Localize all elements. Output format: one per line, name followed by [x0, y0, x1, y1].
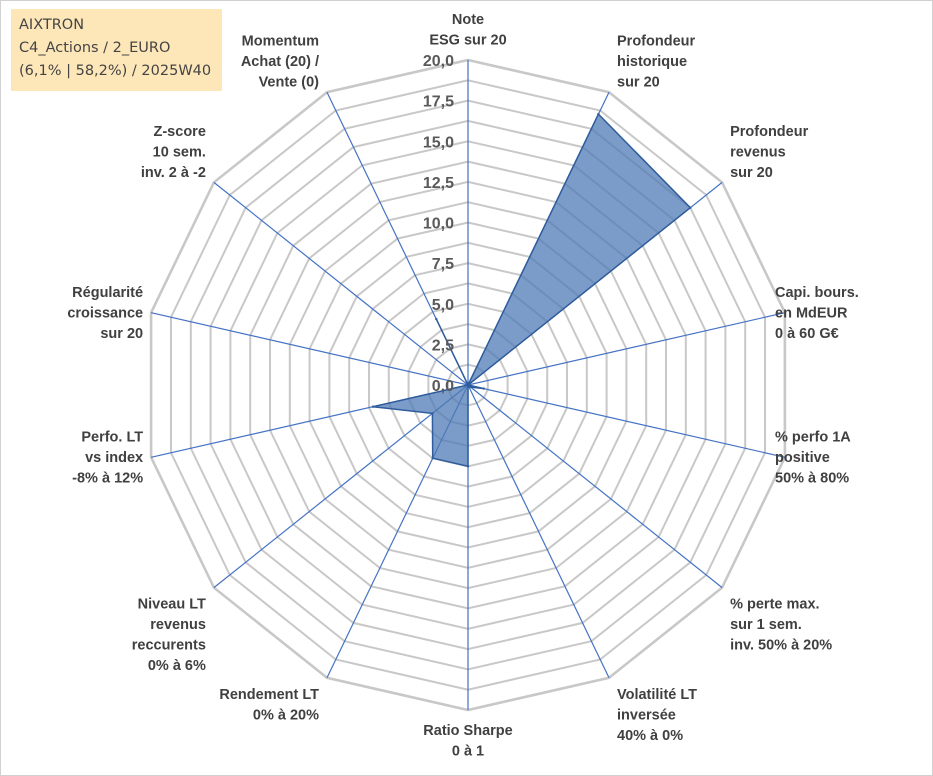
series-point	[597, 112, 600, 116]
series-point	[469, 385, 472, 389]
axis-label-line: 50% à 80%	[775, 471, 849, 487]
axis-label-line: Niveau LT	[138, 597, 206, 613]
axis-label-line: Achat (20) /	[241, 54, 319, 70]
axis-label-line: ESG sur 20	[429, 33, 506, 49]
axis-label-line: Régularité	[72, 285, 143, 301]
tick-label: 17,5	[423, 94, 454, 111]
axis-label-line: sur 20	[617, 75, 660, 91]
radial-tick-labels: 0,0 2,5 5,0 7,5 10,0 12,5 15,0 17,5 20,0	[423, 53, 454, 395]
axis-label-line: Volatilité LT	[617, 687, 697, 703]
axis-label-line: inv. 50% à 20%	[730, 638, 832, 654]
axis-label-line: Profondeur	[617, 34, 695, 50]
axis-label-line: -8% à 12%	[72, 471, 143, 487]
axis-label-line: inversée	[617, 707, 676, 723]
axis-label-line: positive	[775, 450, 830, 466]
axis-label-line: 0% à 6%	[148, 658, 206, 674]
tick-label: 10,0	[423, 216, 454, 233]
axis-label-line: Rendement LT	[219, 687, 319, 703]
axis-label-line: Vente (0)	[259, 75, 320, 91]
axis-label-line: 40% à 0%	[617, 728, 683, 744]
axis-label-line: Z-score	[154, 124, 206, 140]
series-point	[482, 387, 485, 390]
axis-label: Niveau LT revenus reccurents 0% à 6%	[132, 597, 206, 675]
info-line-2: C4_Actions / 2_EURO	[19, 40, 171, 56]
axis-label: % perte max. sur 1 sem. inv. 50% à 20%	[730, 597, 832, 654]
axis-label-line: Perfo. LT	[81, 430, 143, 446]
axis-spoke	[467, 384, 723, 589]
series-point	[435, 317, 438, 321]
info-line-1: AIXTRON	[19, 17, 85, 33]
axis-label-line: reccurents	[132, 638, 206, 654]
series-point	[466, 383, 470, 387]
axis-label-line: croissance	[67, 305, 143, 321]
axis-label: Ratio Sharpe 0 à 1	[423, 723, 512, 760]
info-box: AIXTRON C4_Actions / 2_EURO (6,1% | 58,2…	[11, 9, 222, 91]
axis-label: Profondeur revenus sur 20	[730, 124, 808, 181]
axis-label-line: inv. 2 à -2	[141, 165, 206, 181]
axis-spoke	[467, 312, 786, 386]
series-point	[466, 465, 470, 468]
series-point	[689, 206, 692, 209]
axis-label-line: % perfo 1A	[775, 430, 851, 446]
tick-label: 7,5	[432, 256, 454, 273]
axis-spoke	[467, 384, 786, 458]
info-line-3: (6,1% | 58,2%) / 2025W40	[19, 63, 212, 79]
tick-label: 12,5	[423, 175, 454, 192]
axis-label: Régularité croissance sur 20	[67, 285, 143, 342]
axis-spoke	[150, 312, 469, 386]
tick-label: 15,0	[423, 134, 454, 151]
axis-label: Perfo. LT vs index -8% à 12%	[72, 430, 143, 487]
axis-label-line: sur 20	[730, 165, 773, 181]
axis-spoke	[213, 181, 469, 386]
axis-label-line: revenus	[150, 617, 206, 633]
series-area	[372, 112, 692, 468]
radar-series	[371, 112, 692, 468]
axis-labels: Note ESG sur 20 Profondeur historique sur 20…	[67, 12, 858, 760]
axis-label-line: Capi. bours.	[775, 285, 859, 301]
tick-label: 20,0	[423, 53, 454, 70]
axis-label-line: vs index	[85, 450, 143, 466]
axis-label-line: en MdEUR	[775, 305, 848, 321]
axis-label: Momentum Achat (20) / Vente (0)	[241, 34, 319, 91]
axis-label: % perfo 1A positive 50% à 80%	[775, 430, 851, 487]
axis-label-line: Momentum	[242, 34, 319, 50]
tick-label: 2,5	[432, 337, 454, 354]
axis-label-line: Note	[452, 12, 484, 28]
axis-label-line: 0 à 1	[452, 744, 484, 760]
axis-label-line: sur 1 sem.	[730, 617, 802, 633]
axis-label-line: 0 à 60 G€	[775, 326, 839, 342]
axis-label-line: revenus	[730, 144, 786, 160]
axis-label: Profondeur historique sur 20	[617, 34, 695, 91]
axis-label-line: sur 20	[100, 326, 143, 342]
axis-label: Volatilité LT inversée 40% à 0%	[617, 687, 697, 744]
axis-spoke	[467, 384, 610, 679]
axis-label-line: Ratio Sharpe	[423, 723, 512, 739]
tick-label: 5,0	[432, 297, 454, 314]
axis-label-line: Profondeur	[730, 124, 808, 140]
axis-label: Capi. bours. en MdEUR 0 à 60 G€	[775, 285, 859, 342]
axis-label: Rendement LT 0% à 20%	[219, 687, 319, 724]
series-point	[431, 457, 434, 460]
series-point	[431, 412, 434, 415]
axis-label-line: historique	[617, 54, 687, 70]
axis-label-line: % perte max.	[730, 597, 819, 613]
series-point	[371, 405, 375, 408]
axis-label: Note ESG sur 20	[429, 12, 506, 49]
axis-spoke	[213, 384, 469, 589]
axis-label: Z-score 10 sem. inv. 2 à -2	[141, 124, 206, 181]
axis-label-line: 10 sem.	[153, 144, 206, 160]
axis-label-line: 0% à 20%	[253, 707, 319, 723]
tick-label: 0,0	[432, 378, 454, 395]
